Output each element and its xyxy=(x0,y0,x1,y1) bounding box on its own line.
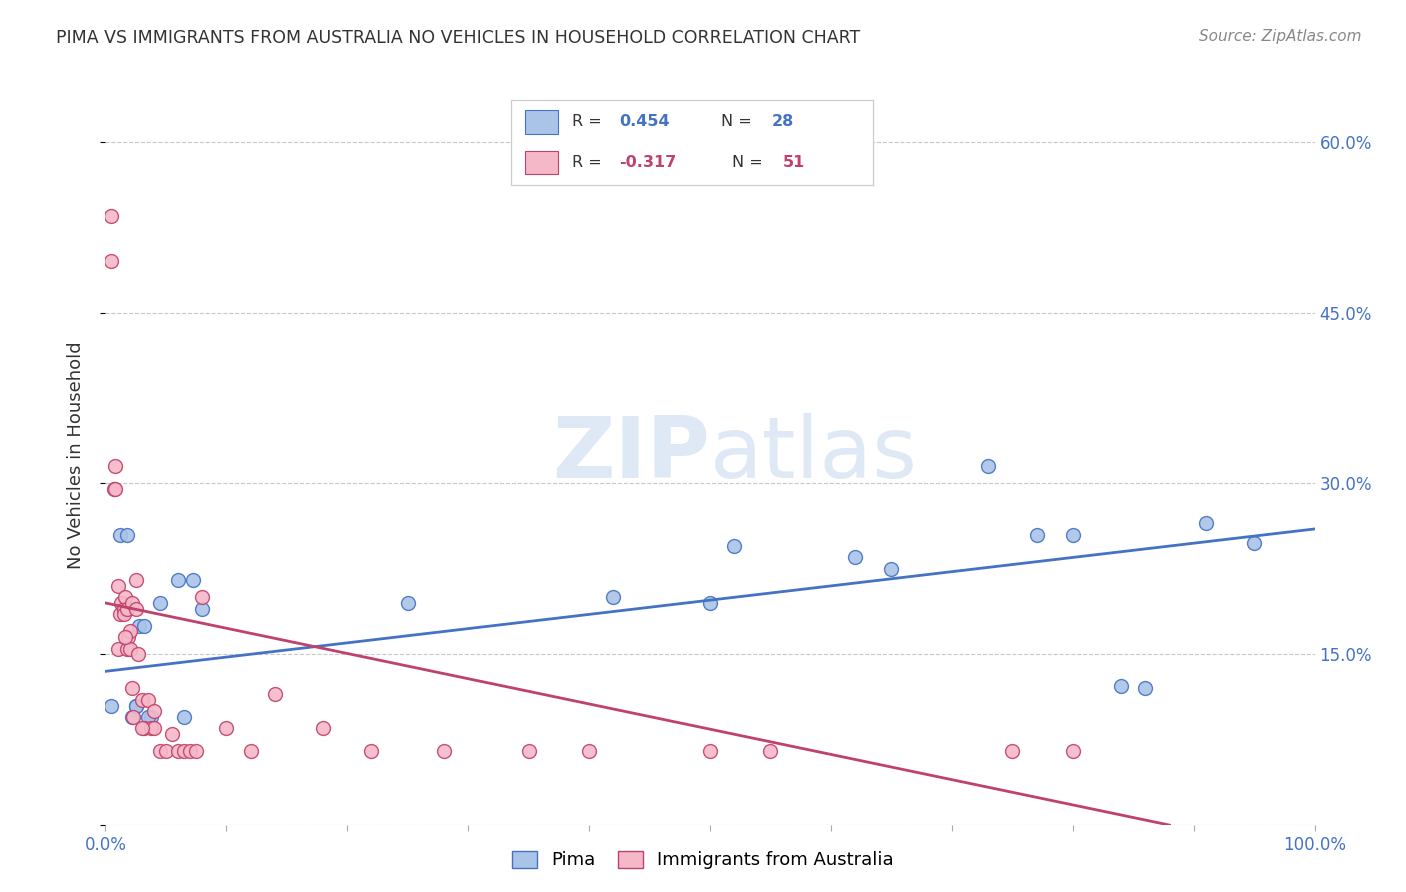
Point xyxy=(699,744,721,758)
Point xyxy=(1243,535,1265,549)
Point xyxy=(100,254,122,268)
Point xyxy=(977,459,1000,474)
Point xyxy=(263,687,285,701)
Point xyxy=(124,698,148,713)
Point xyxy=(121,710,143,724)
Point xyxy=(141,721,163,735)
Point xyxy=(117,630,139,644)
Point xyxy=(107,641,129,656)
Text: PIMA VS IMMIGRANTS FROM AUSTRALIA NO VEHICLES IN HOUSEHOLD CORRELATION CHART: PIMA VS IMMIGRANTS FROM AUSTRALIA NO VEH… xyxy=(56,29,860,46)
Point xyxy=(127,647,149,661)
Point xyxy=(759,744,782,758)
Point xyxy=(160,727,183,741)
Point xyxy=(844,550,866,565)
Point xyxy=(112,607,135,622)
Point xyxy=(136,710,159,724)
Point xyxy=(602,591,624,605)
Point xyxy=(1195,516,1218,531)
Point xyxy=(124,573,148,587)
Point xyxy=(1025,527,1047,541)
Point xyxy=(578,744,600,758)
Point xyxy=(1062,744,1084,758)
Point xyxy=(1109,679,1132,693)
Point xyxy=(108,527,131,541)
Point xyxy=(1062,527,1084,541)
Point xyxy=(131,693,153,707)
Point xyxy=(396,596,419,610)
Text: Source: ZipAtlas.com: Source: ZipAtlas.com xyxy=(1198,29,1361,44)
Point xyxy=(100,698,122,713)
Point xyxy=(136,693,159,707)
Point xyxy=(142,721,165,735)
Point xyxy=(118,641,141,656)
Point xyxy=(110,596,132,610)
Point xyxy=(108,607,131,622)
Point xyxy=(167,744,190,758)
Point xyxy=(115,527,138,541)
Point xyxy=(134,619,156,633)
Point xyxy=(360,744,382,758)
Point xyxy=(179,744,201,758)
Point xyxy=(131,721,153,735)
Text: atlas: atlas xyxy=(710,413,918,497)
Point xyxy=(112,601,135,615)
Point xyxy=(124,698,148,713)
Point xyxy=(114,630,136,644)
Point xyxy=(115,601,138,615)
Point xyxy=(167,573,190,587)
Y-axis label: No Vehicles in Household: No Vehicles in Household xyxy=(66,341,84,569)
Point xyxy=(128,619,150,633)
Point xyxy=(312,721,335,735)
Point xyxy=(215,721,238,735)
Point xyxy=(517,744,540,758)
Point xyxy=(173,744,195,758)
Point xyxy=(173,710,195,724)
Point xyxy=(1135,681,1157,696)
Point xyxy=(155,744,177,758)
Point xyxy=(141,710,163,724)
Point xyxy=(181,573,204,587)
Point xyxy=(880,562,903,576)
Point xyxy=(103,482,125,496)
Point xyxy=(100,209,122,223)
Point xyxy=(723,539,745,553)
Point xyxy=(134,721,156,735)
Point xyxy=(699,596,721,610)
Point xyxy=(186,744,208,758)
Point xyxy=(104,459,127,474)
Point xyxy=(142,704,165,718)
Legend: Pima, Immigrants from Australia: Pima, Immigrants from Australia xyxy=(503,842,903,879)
Point xyxy=(149,596,172,610)
Point xyxy=(124,601,148,615)
Point xyxy=(149,744,172,758)
Point xyxy=(1001,744,1024,758)
Point xyxy=(122,710,145,724)
Point xyxy=(239,744,262,758)
Point xyxy=(191,601,214,615)
Text: ZIP: ZIP xyxy=(553,413,710,497)
Point xyxy=(121,596,143,610)
Point xyxy=(121,681,143,696)
Point xyxy=(114,591,136,605)
Point xyxy=(433,744,456,758)
Point xyxy=(191,591,214,605)
Point xyxy=(107,579,129,593)
Point xyxy=(118,624,141,639)
Point xyxy=(104,482,127,496)
Point xyxy=(115,641,138,656)
